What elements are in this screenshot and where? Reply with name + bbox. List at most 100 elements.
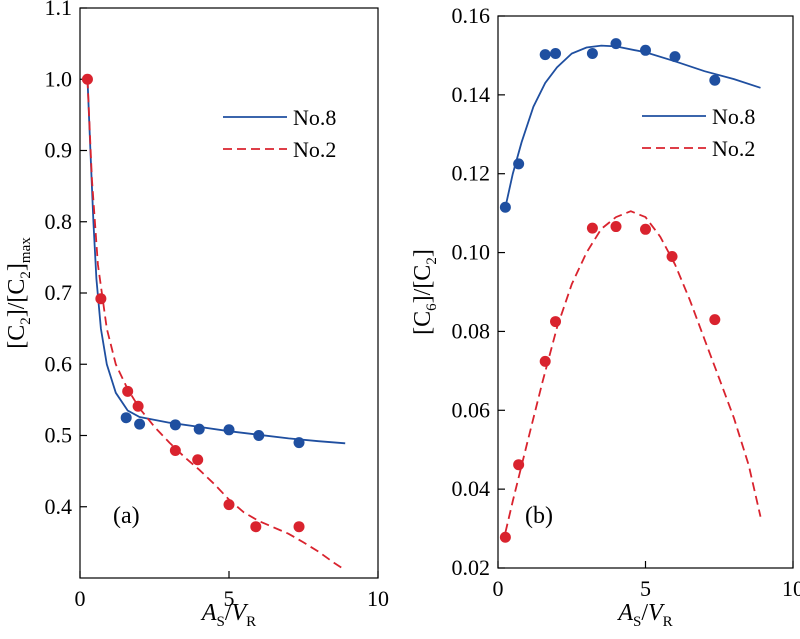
y-tick-label: 0.5 [45,423,73,448]
fit-line-no8 [86,79,346,445]
data-point-no8 [223,424,235,436]
y-tick-label: 0.9 [45,138,73,163]
y-tick-label: 0.8 [45,209,73,234]
data-point-no8 [550,47,562,59]
data-point-no2 [122,385,134,397]
y-label-s2-b: 2 [424,257,440,265]
x-label-main2-a: V [232,600,249,626]
data-point-no8 [193,423,205,435]
legend-a: No.8 No.2 [223,105,336,162]
data-point-no8 [669,51,681,63]
fit-line-no2 [86,79,346,571]
x-label-sub-a: S [216,614,224,630]
y-tick-label: 0.16 [452,3,491,28]
data-point-no8 [120,412,132,424]
panel-a: 0.40.50.60.70.80.91.01.10 5 10 (a) No.8No.… [4,0,389,630]
data-point-no8 [169,419,181,431]
ticks-a: 0.4 0.5 0.6 0.7 0.8 0.9 1.0 1.1 0 5 10 [45,0,390,611]
data-point-no2 [709,314,721,326]
data-point-no8 [513,158,525,170]
y-label-p3-a: ] [4,263,30,271]
x-label-sub2-a: R [246,614,256,630]
data-point-no2 [250,521,262,533]
y-label-p1-a: [C [4,325,30,349]
x-axis-label-b: AS/VR [616,600,672,630]
x-tick-label: 0 [75,586,86,611]
panel-label-b: (b) [525,503,553,529]
data-point-no8 [709,74,721,86]
y-tick-label: 0.02 [452,555,491,580]
x-label-sep-b: / [641,600,648,626]
y-label-p2-b: ]/[C [410,265,436,304]
data-point-no2 [640,223,651,235]
data-point-no2 [293,521,305,533]
y-label-s3-a: max [18,237,34,263]
legend-label: No.2 [293,137,336,162]
data-point-no2 [499,531,511,543]
data-points-b [499,38,721,543]
x-label-sub-b: S [633,614,641,630]
fit-line-no8 [504,44,761,208]
y-tick-label: 0.12 [452,161,491,186]
ticks-b: 0.02 0.04 0.06 0.08 0.10 0.12 0.14 0.16 0 5 10 [452,3,800,601]
x-tick-label: 10 [367,586,389,611]
data-point-no8 [539,49,551,61]
y-tick-label: 0.10 [452,240,491,265]
x-tick-label: 5 [640,576,651,601]
fit-curves-b [504,44,762,533]
legend-label: No.8 [293,105,336,130]
data-point-no2 [550,316,562,328]
x-axis-label-a: AS/VR [200,600,256,630]
plot-frame-a [79,7,379,579]
y-label-s1-b: 6 [424,303,440,311]
x-tick-label: 10 [782,576,800,601]
y-tick-label: 0.06 [452,397,491,422]
x-label-main2-b: V [648,600,665,626]
x-tick-label: 0 [493,576,504,601]
panel-b: 0.02 0.04 0.06 0.08 0.10 0.12 0.14 0.16 0 5 10 (b)… [410,3,800,630]
y-tick-label: 1.0 [45,66,73,91]
y-axis-label-a: [C2]/[C2]max [4,237,34,349]
legend-label: No.2 [712,136,755,161]
legend-label: No.8 [712,104,755,129]
x-label-sep-a: / [225,600,232,626]
y-tick-label: 0.6 [45,351,73,376]
data-point-no8 [134,418,146,430]
data-point-no8 [499,201,511,213]
x-label-sub2-b: R [663,614,673,630]
data-point-no8 [293,437,305,449]
y-label-p1-b: [C [410,311,436,335]
data-point-no2 [586,222,598,234]
data-point-no2 [132,400,144,412]
y-label-s1-a: 2 [18,317,34,325]
data-point-no2 [513,459,525,471]
panel-label-a: (a) [113,503,140,529]
y-tick-label: 0.4 [45,494,73,519]
data-points-a [81,73,305,533]
y-tick-label: 1.1 [45,0,73,20]
data-point-no2 [95,293,107,305]
y-tick-label: 0.7 [45,280,73,305]
y-label-s2-a: 2 [18,271,34,279]
y-label-p2-a: ]/[C [4,279,30,318]
x-label-main-a: A [200,600,217,626]
plot-frame-b [497,15,794,569]
x-label-main-b: A [616,600,633,626]
data-point-no2 [169,444,181,456]
y-label-p3-b: ] [410,249,436,257]
data-point-no2 [192,454,204,466]
y-tick-label: 0.14 [452,82,491,107]
y-tick-label: 0.04 [452,476,491,501]
legend-b: No.8 No.2 [642,104,755,161]
data-point-no2 [666,251,678,263]
data-point-no2 [610,221,622,233]
data-point-no8 [610,38,622,50]
y-tick-label: 0.08 [452,318,491,343]
x-tick-label: 5 [224,586,235,611]
data-point-no8 [586,47,598,59]
fit-line-no2 [504,210,762,533]
y-axis-label-b: [C6]/[C2] [410,249,440,335]
data-point-no2 [223,499,235,511]
data-point-no2 [539,355,551,367]
